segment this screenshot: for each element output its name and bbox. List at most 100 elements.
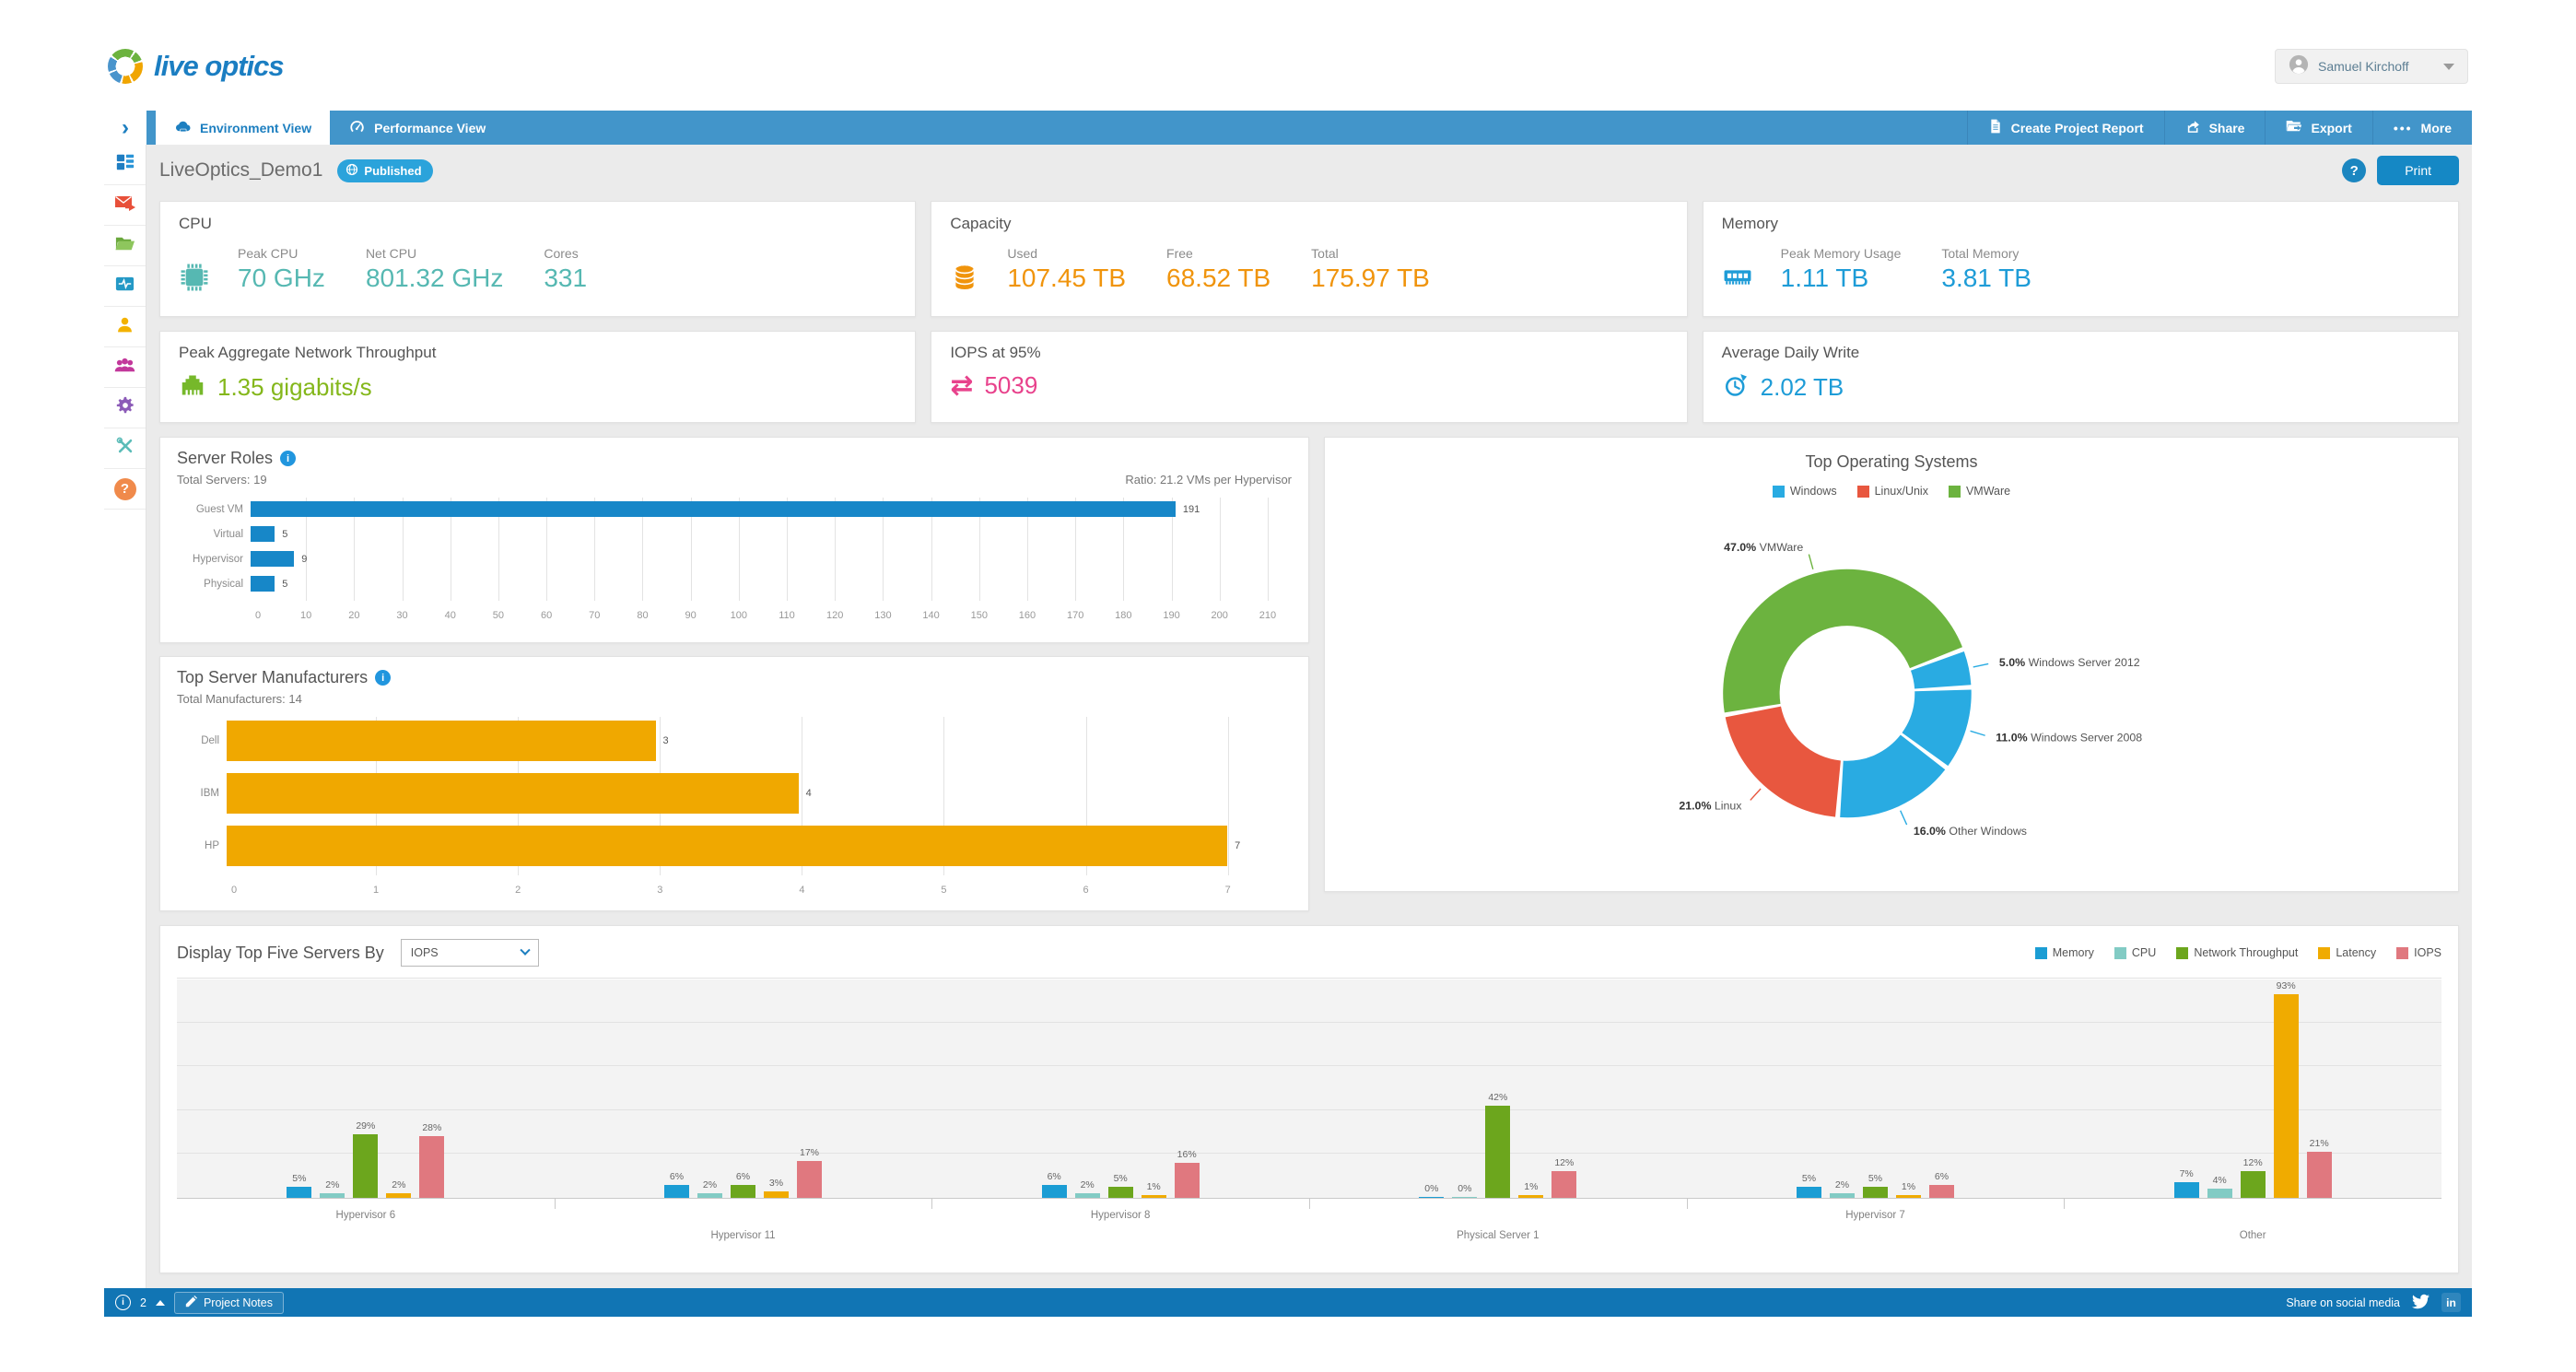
bar (1485, 1106, 1511, 1198)
sidebar-collapse-toggle[interactable]: › (104, 111, 146, 145)
bar (1518, 1195, 1544, 1198)
category-label: Other (2239, 1230, 2266, 1241)
sidebar-item-mail[interactable] (104, 185, 146, 226)
tools-icon (115, 436, 135, 461)
info-icon[interactable]: i (375, 670, 392, 686)
donut-slice (1725, 706, 1841, 817)
bar-group: 6% 2% 5% 1% 16% (931, 979, 1309, 1198)
capacity-card: Capacity Used 107.45 TB Free 68.52 TB Tota… (931, 201, 1688, 317)
category-label: Hypervisor 7 (1845, 1210, 1905, 1221)
tab-performance-view[interactable]: Performance View (330, 111, 504, 145)
note-pencil-icon (185, 1295, 197, 1310)
folder-icon (114, 233, 135, 259)
print-button[interactable]: Print (2377, 156, 2459, 185)
bar (251, 551, 295, 567)
bar (1797, 1187, 1822, 1198)
logo-text: live optics (154, 50, 285, 82)
bar (1419, 1197, 1445, 1198)
bar (1141, 1195, 1166, 1198)
navbar: › Environment View Performance View Crea… (104, 111, 2472, 145)
gear-icon (115, 395, 135, 420)
mail-icon (114, 192, 136, 218)
export-folder-icon (2286, 118, 2302, 137)
donut-label: 5.0% Windows Server 2012 (1999, 656, 2140, 669)
bar (2306, 1152, 2332, 1198)
legend-item[interactable]: Linux/Unix (1856, 485, 1928, 498)
top5-legend: Memory CPU Network Throughput Latency IOPS (2034, 946, 2441, 959)
linkedin-icon[interactable]: in (2441, 1293, 2461, 1312)
titlebar: LiveOptics_Demo1 Published ? Print (159, 154, 2459, 187)
bar (2173, 1182, 2199, 1198)
user-icon (115, 315, 135, 339)
category-label: Physical Server 1 (1457, 1230, 1540, 1241)
sidebar-item-team[interactable] (104, 347, 146, 388)
bar (1863, 1187, 1889, 1198)
content: LiveOptics_Demo1 Published ? Print CPU P… (146, 145, 2472, 1288)
bar (1830, 1193, 1856, 1198)
bar (1074, 1193, 1100, 1198)
more-button[interactable]: ••• More (2371, 111, 2472, 145)
bar (764, 1190, 789, 1198)
bar (1551, 1171, 1577, 1198)
main-area: ? LiveOptics_Demo1 Published ? Print CPU (104, 145, 2472, 1288)
bar (697, 1193, 722, 1198)
info-icon[interactable]: i (280, 451, 297, 466)
donut-slice (1840, 734, 1946, 818)
clock-write-icon (1722, 371, 1750, 404)
category-label: Hypervisor 6 (335, 1210, 396, 1221)
bar (287, 1187, 312, 1198)
sidebar-item-dashboard[interactable] (104, 145, 146, 185)
user-menu[interactable]: Samuel Kirchoff (2275, 49, 2468, 84)
sidebar-item-tools[interactable] (104, 428, 146, 469)
database-icon (950, 264, 979, 293)
bar (2273, 993, 2299, 1198)
os-donut-chart: 47.0% VMWare 5.0% Windows Server 2012 11.0… (1341, 501, 2441, 880)
create-project-report-button[interactable]: Create Project Report (1966, 111, 2164, 145)
legend-swatch (2176, 946, 2189, 959)
help-icon: ? (113, 477, 136, 500)
pager-count: 2 (140, 1296, 146, 1309)
legend-item[interactable]: Windows (1772, 485, 1837, 498)
legend-item[interactable]: IOPS (2396, 946, 2441, 959)
bar (1929, 1184, 1955, 1198)
iops-card: IOPS at 95% ⇄ 5039 (931, 331, 1688, 423)
share-button[interactable]: Share (2163, 111, 2266, 145)
export-button[interactable]: Export (2265, 111, 2371, 145)
help-button[interactable]: ? (2342, 158, 2367, 182)
donut-slice (1723, 569, 1962, 713)
sidebar-item-projects[interactable] (104, 226, 146, 266)
twitter-icon[interactable] (2412, 1293, 2430, 1313)
manufacturers-panel: Top Server Manufacturers i Total Manufac… (159, 656, 1309, 911)
ethernet-icon (179, 371, 206, 404)
caret-up-icon[interactable] (155, 1299, 165, 1306)
legend-item[interactable]: Latency (2318, 946, 2376, 959)
bar (2207, 1189, 2232, 1198)
project-notes-button[interactable]: Project Notes (173, 1291, 284, 1314)
gauge-icon (348, 118, 366, 138)
tab-environment-view[interactable]: Environment View (156, 111, 331, 145)
bar (664, 1184, 689, 1198)
arrows-left-right-icon: ⇄ (950, 369, 974, 401)
logo-ring-icon (108, 49, 143, 84)
legend-item[interactable]: CPU (2113, 946, 2156, 959)
daily-write-card: Average Daily Write 2.02 TB (1702, 331, 2459, 423)
category-label: Hypervisor 11 (710, 1230, 776, 1241)
legend-swatch (1948, 485, 1961, 498)
sidebar-item-help[interactable]: ? (104, 469, 146, 510)
sidebar-item-settings[interactable] (104, 388, 146, 428)
legend-item[interactable]: Network Throughput (2176, 946, 2298, 959)
bar (797, 1160, 822, 1198)
bar (386, 1193, 412, 1198)
legend-item[interactable]: Memory (2034, 946, 2094, 959)
bar (419, 1136, 445, 1198)
legend-item[interactable]: VMWare (1948, 485, 2010, 498)
info-circle-icon[interactable]: i (115, 1295, 131, 1310)
globe-icon (345, 163, 358, 179)
top5-sort-select[interactable]: IOPS (400, 939, 539, 967)
sidebar-item-users[interactable] (104, 307, 146, 347)
donut-label: 16.0% Other Windows (1914, 825, 2027, 838)
sidebar-item-activity[interactable] (104, 266, 146, 307)
server-roles-panel: Server Roles i Total Servers: 19 Ratio: … (159, 437, 1309, 643)
bar (1041, 1184, 1067, 1198)
top-servers-panel: Display Top Five Servers By IOPS Memory C… (159, 925, 2459, 1273)
